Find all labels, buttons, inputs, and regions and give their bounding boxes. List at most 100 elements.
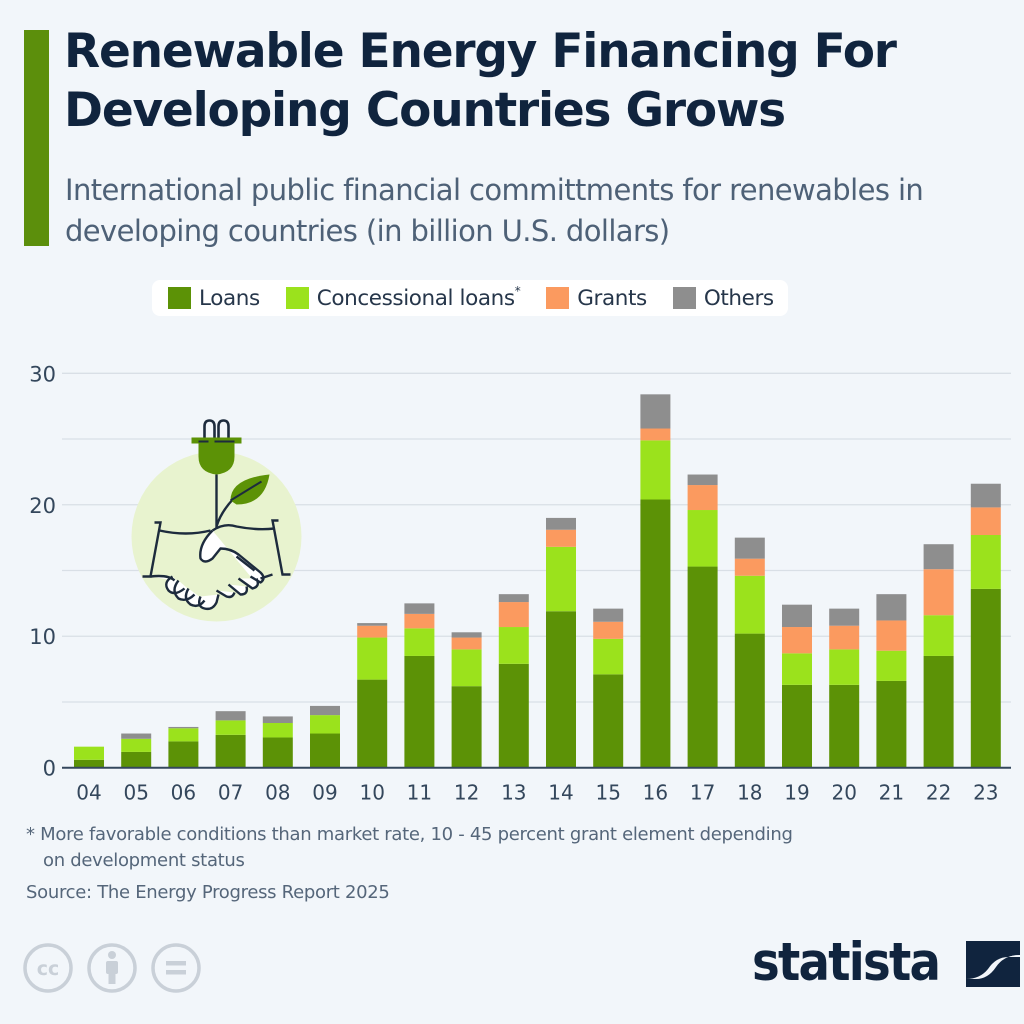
bar-segment-loans-09	[310, 733, 340, 768]
bar-segment-grants-19	[782, 627, 812, 654]
bar-segment-loans-20	[829, 684, 860, 768]
bar-segment-concessional-loans-19	[782, 653, 812, 685]
bar-stack-15	[593, 608, 624, 768]
bar-segment-others-10	[357, 623, 388, 626]
bar-segment-others-23	[970, 483, 1001, 508]
y-tick-label: 10	[29, 625, 56, 649]
x-tick-label: 07	[218, 781, 243, 805]
bar-segment-grants-15	[593, 621, 624, 639]
bar-segment-loans-18	[734, 633, 765, 768]
bar-segment-concessional-loans-04	[74, 746, 104, 760]
bar-segment-others-21	[876, 594, 907, 621]
legend-label-text: Concessional loans	[316, 285, 515, 311]
legend-swatch-others	[672, 287, 696, 309]
bar-segment-others-07	[215, 711, 246, 721]
bar-segment-others-22	[923, 544, 954, 570]
svg-text:cc: cc	[37, 958, 60, 980]
x-tick-label: 04	[76, 781, 101, 805]
legend-label-loans: Loans	[199, 285, 260, 311]
y-tick-label: 30	[29, 362, 56, 386]
bar-segment-others-12	[451, 632, 482, 638]
bar-segment-grants-20	[829, 625, 860, 650]
bar-segment-concessional-loans-13	[498, 627, 529, 664]
cc-icon[interactable]: cc	[22, 942, 74, 994]
legend-label-concessional-loans: Concessional loans*	[316, 283, 521, 311]
bar-segment-concessional-loans-20	[829, 649, 860, 685]
y-tick-label: 20	[29, 494, 56, 518]
x-tick-label: 20	[831, 781, 856, 805]
y-tick-label: 0	[43, 757, 56, 781]
statista-wordmark: statista	[752, 932, 941, 993]
x-tick-label: 19	[784, 781, 809, 805]
left-cuff	[142, 521, 162, 578]
bar-segment-others-16	[640, 394, 671, 429]
bar-segment-grants-13	[498, 602, 529, 628]
page-subtitle: International public financial committme…	[65, 173, 924, 248]
legend-item-concessional-loans: Concessional loans*	[285, 283, 521, 311]
bar-segment-grants-12	[451, 637, 482, 650]
bar-segment-loans-12	[451, 686, 482, 768]
bar-segment-others-18	[734, 537, 765, 559]
bar-segment-concessional-loans-16	[640, 440, 671, 500]
legend-footnote-marker: *	[514, 283, 521, 298]
bar-segment-grants-17	[687, 485, 718, 511]
x-tick-label: 13	[501, 781, 526, 805]
bar-stack-22	[923, 544, 954, 768]
legend-item-grants: Grants	[546, 286, 647, 311]
title-accent-bar	[24, 30, 49, 246]
bar-stack-04	[74, 746, 104, 768]
plug-prongs	[203, 419, 230, 439]
bar-segment-concessional-loans-21	[876, 650, 907, 681]
bar-segment-others-20	[829, 608, 860, 626]
license-icons: cc	[22, 942, 214, 994]
bar-stack-10	[357, 623, 388, 768]
bar-segment-others-19	[782, 604, 812, 628]
bar-segment-grants-11	[404, 613, 435, 629]
bar-segment-loans-15	[593, 674, 624, 768]
bar-stack-23	[970, 483, 1001, 768]
footnote-line-1: * More favorable conditions than market …	[26, 824, 793, 845]
bar-segment-loans-19	[782, 684, 812, 768]
statista-logo[interactable]: statista	[752, 932, 1020, 993]
x-tick-label: 11	[407, 781, 432, 805]
bar-stack-11	[404, 603, 435, 768]
bar-segment-grants-16	[640, 428, 671, 441]
x-tick-label: 23	[973, 781, 998, 805]
bar-segment-concessional-loans-18	[734, 575, 765, 634]
page-title: Renewable Energy Financing For Developin…	[64, 24, 897, 138]
legend-swatch-grants	[546, 287, 570, 309]
bar-segment-loans-10	[357, 679, 388, 768]
bar-segment-concessional-loans-17	[687, 510, 718, 567]
left-arm	[159, 529, 211, 535]
legend-item-others: Others	[672, 286, 774, 311]
bar-segment-loans-07	[215, 734, 246, 768]
right-cuff	[271, 519, 291, 576]
x-tick-label: 21	[879, 781, 904, 805]
bar-stack-20	[829, 608, 860, 768]
bar-segment-concessional-loans-22	[923, 615, 954, 656]
x-tick-label: 17	[690, 781, 715, 805]
y-axis-tick-labels: 0 10 20 30	[29, 362, 56, 780]
bar-segment-concessional-loans-08	[262, 723, 293, 738]
legend-swatch-loans	[168, 287, 191, 309]
attribution-icon[interactable]	[86, 942, 138, 994]
no-derivatives-icon[interactable]	[150, 942, 202, 994]
bar-stack-18	[734, 537, 765, 768]
bar-segment-concessional-loans-07	[215, 720, 246, 735]
bar-segment-loans-08	[262, 737, 293, 768]
x-tick-label: 09	[312, 781, 337, 805]
bar-segment-loans-21	[876, 680, 907, 768]
upper-hand-line	[235, 555, 273, 580]
bar-stack-07	[215, 711, 246, 768]
bar-segment-others-09	[310, 705, 340, 716]
x-tick-label: 16	[643, 781, 668, 805]
x-tick-label: 15	[595, 781, 620, 805]
x-tick-label: 06	[171, 781, 196, 805]
bar-segment-grants-22	[923, 569, 954, 616]
bar-segment-grants-10	[357, 625, 388, 638]
x-tick-label: 14	[548, 781, 573, 805]
source-note: Source: The Energy Progress Report 2025	[26, 882, 390, 903]
bar-stack-16	[640, 394, 671, 768]
x-axis-tick-labels: 04 05 06 07 08 09 10 11 12 13 14 15 16 17 18 19 20 21 22 23	[76, 781, 998, 805]
bar-segment-loans-16	[640, 499, 671, 768]
